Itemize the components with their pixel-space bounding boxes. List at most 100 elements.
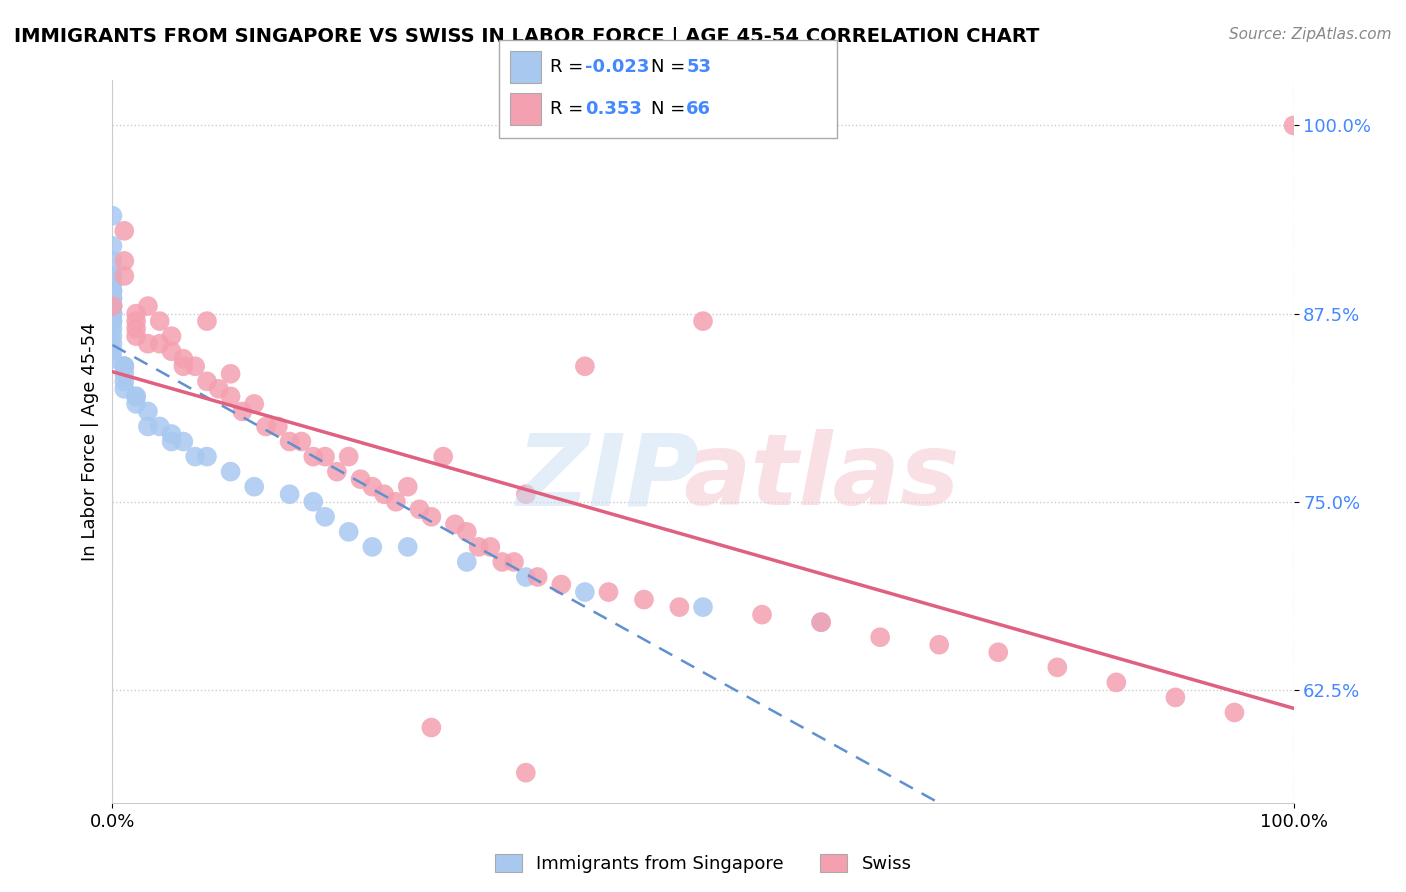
Point: [515, 765, 537, 780]
Point: [101, 336, 124, 351]
Point: [550, 577, 572, 591]
Point: [112, 254, 135, 268]
Point: [408, 502, 430, 516]
Point: [278, 434, 301, 449]
Point: [219, 367, 242, 381]
Point: [101, 268, 124, 283]
Point: [337, 450, 360, 464]
Point: [243, 480, 266, 494]
Point: [112, 359, 135, 374]
Point: [125, 389, 148, 403]
Point: [515, 570, 537, 584]
Text: N =: N =: [651, 100, 690, 118]
Point: [314, 509, 336, 524]
Point: [208, 382, 231, 396]
Point: [361, 540, 384, 554]
Point: [361, 480, 384, 494]
Point: [101, 314, 124, 328]
Point: [112, 224, 135, 238]
Point: [444, 517, 467, 532]
Point: [219, 465, 242, 479]
Point: [810, 615, 832, 630]
Text: Source: ZipAtlas.com: Source: ZipAtlas.com: [1229, 27, 1392, 42]
Text: R =: R =: [550, 100, 589, 118]
Point: [184, 450, 207, 464]
Point: [373, 487, 395, 501]
Text: 66: 66: [686, 100, 711, 118]
Point: [385, 495, 408, 509]
Point: [278, 487, 301, 501]
Point: [326, 465, 349, 479]
Point: [101, 307, 124, 321]
Point: [101, 299, 124, 313]
Point: [574, 585, 596, 599]
Point: [1223, 706, 1246, 720]
Text: 53: 53: [686, 58, 711, 76]
Point: [112, 268, 135, 283]
Point: [195, 450, 218, 464]
Point: [101, 292, 124, 306]
Point: [810, 615, 832, 630]
Point: [101, 254, 124, 268]
Point: [101, 299, 124, 313]
Point: [692, 314, 714, 328]
Point: [160, 434, 183, 449]
Point: [136, 404, 159, 418]
Point: [172, 434, 194, 449]
Point: [101, 277, 124, 291]
Text: ZIP: ZIP: [517, 429, 700, 526]
Point: [456, 524, 478, 539]
Point: [101, 239, 124, 253]
Point: [195, 375, 218, 389]
Point: [598, 585, 620, 599]
Point: [928, 638, 950, 652]
Point: [112, 375, 135, 389]
Text: 0.353: 0.353: [585, 100, 641, 118]
Point: [420, 509, 443, 524]
Y-axis label: In Labor Force | Age 45-54: In Labor Force | Age 45-54: [80, 322, 98, 561]
Point: [101, 268, 124, 283]
Point: [125, 389, 148, 403]
Point: [172, 359, 194, 374]
Point: [491, 555, 513, 569]
Point: [101, 314, 124, 328]
Point: [101, 307, 124, 321]
Point: [302, 495, 325, 509]
Point: [479, 540, 502, 554]
Point: [420, 721, 443, 735]
Text: IMMIGRANTS FROM SINGAPORE VS SWISS IN LABOR FORCE | AGE 45-54 CORRELATION CHART: IMMIGRANTS FROM SINGAPORE VS SWISS IN LA…: [14, 27, 1039, 46]
Point: [1046, 660, 1069, 674]
Point: [160, 329, 183, 343]
Point: [112, 359, 135, 374]
Point: [219, 389, 242, 403]
Point: [149, 314, 172, 328]
Point: [574, 359, 596, 374]
Point: [267, 419, 290, 434]
Text: R =: R =: [550, 58, 589, 76]
Point: [101, 209, 124, 223]
Point: [101, 299, 124, 313]
Point: [692, 600, 714, 615]
Text: -0.023: -0.023: [585, 58, 650, 76]
Point: [101, 329, 124, 343]
Text: N =: N =: [651, 58, 690, 76]
Point: [149, 419, 172, 434]
Point: [184, 359, 207, 374]
Point: [396, 480, 419, 494]
Point: [125, 397, 148, 411]
Point: [254, 419, 277, 434]
Point: [668, 600, 690, 615]
Point: [101, 284, 124, 298]
Point: [349, 472, 371, 486]
Point: [869, 630, 891, 644]
Point: [1105, 675, 1128, 690]
Point: [396, 540, 419, 554]
Point: [136, 336, 159, 351]
Point: [125, 307, 148, 321]
Point: [302, 450, 325, 464]
Point: [1282, 119, 1305, 133]
Text: atlas: atlas: [683, 429, 959, 526]
Legend: Immigrants from Singapore, Swiss: Immigrants from Singapore, Swiss: [488, 847, 918, 880]
Point: [515, 487, 537, 501]
Point: [125, 329, 148, 343]
